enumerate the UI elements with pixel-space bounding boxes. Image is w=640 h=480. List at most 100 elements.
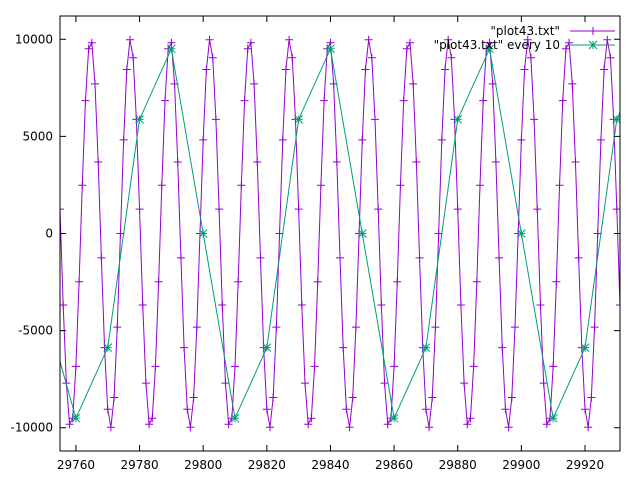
data-point-0 [476,181,484,190]
data-point-0 [593,229,602,238]
data-point-0 [253,158,262,167]
data-point-0 [154,277,163,286]
data-point-0 [234,277,243,286]
data-point-0 [110,393,119,402]
data-point-1 [389,413,399,423]
data-point-0 [520,65,529,74]
data-point-0 [135,205,144,214]
data-point-1 [485,44,494,54]
x-tick-label: 29840 [311,458,349,472]
data-point-0 [380,379,389,388]
data-point-0 [173,158,182,167]
data-point-0 [371,115,379,124]
data-point-0 [571,158,580,167]
data-point-0 [262,405,271,414]
data-point-0 [523,35,532,44]
data-point-1 [40,301,48,309]
data-point-0 [501,405,510,414]
data-point-0 [498,343,507,352]
x-tick-label: 29880 [439,458,477,472]
data-point-1 [294,114,303,124]
data-point-0 [348,393,357,402]
data-point-0 [297,300,306,309]
data-point-0 [199,135,208,144]
data-point-0 [148,414,157,423]
data-point-1 [453,114,463,124]
data-point-0 [250,79,259,88]
y-tick-label: -10000 [10,421,53,435]
data-point-0 [106,423,115,432]
x-tick-label: 29900 [502,458,540,472]
data-point-0 [600,65,609,74]
data-point-0 [596,135,605,144]
x-tick-label: 29860 [375,458,413,472]
data-point-1 [580,343,590,353]
y-tick-label: -5000 [18,324,53,338]
data-point-0 [278,135,287,144]
data-point-1 [357,229,367,238]
data-point-0 [145,420,154,429]
data-point-1 [548,413,558,423]
data-point-0 [603,35,612,44]
data-point-0 [122,65,131,74]
data-point-0 [584,423,593,432]
data-point-0 [533,205,542,214]
data-point-0 [358,135,367,144]
data-point-0 [246,38,255,47]
data-point-0 [612,205,620,214]
data-point-0 [119,135,128,144]
plot-frame [59,15,621,452]
data-point-0 [208,53,217,62]
data-point-0 [374,205,383,214]
data-point-0 [406,38,414,47]
data-point-0 [472,277,481,286]
data-point-1 [262,343,272,353]
data-point-0 [399,96,408,105]
data-point-0 [491,158,500,167]
data-point-0 [396,181,405,190]
data-point-0 [425,423,434,432]
data-point-0 [345,423,354,432]
data-point-0 [275,229,284,238]
data-point-0 [530,115,539,124]
data-point-0 [606,53,615,62]
data-point-0 [288,53,297,62]
x-tick-label: 29780 [120,458,158,472]
data-point-0 [231,362,239,371]
data-point-0 [129,53,138,62]
data-point-0 [526,53,535,62]
data-point-0 [377,300,386,309]
data-point-0 [456,300,465,309]
data-point-0 [453,205,462,214]
data-point-0 [75,277,84,286]
data-point-1 [103,343,113,353]
data-point-0 [434,229,443,238]
data-point-0 [558,96,567,105]
data-point-0 [517,135,526,144]
data-point-0 [568,79,577,88]
data-point-0 [71,362,80,371]
data-point-0 [215,205,224,214]
data-point-0 [539,379,548,388]
data-point-0 [60,205,64,214]
data-point-0 [431,323,440,332]
data-point-0 [463,420,472,429]
data-point-0 [412,158,421,167]
data-point-0 [316,181,325,190]
data-point-0 [240,96,249,105]
data-point-0 [364,35,373,44]
data-point-0 [183,405,192,414]
data-point-0 [103,405,112,414]
data-point-1 [135,114,144,124]
data-point-0 [97,253,106,262]
data-point-0 [221,379,230,388]
y-tick-labels: -10000 -5000 0 5000 10000 [10,32,53,434]
data-point-0 [94,158,103,167]
data-point-0 [444,35,453,44]
data-point-0 [272,323,281,332]
data-point-0 [383,420,392,429]
y-tick-label: 10000 [15,32,53,46]
data-point-1 [167,44,176,54]
x-tick-label: 29920 [566,458,604,472]
